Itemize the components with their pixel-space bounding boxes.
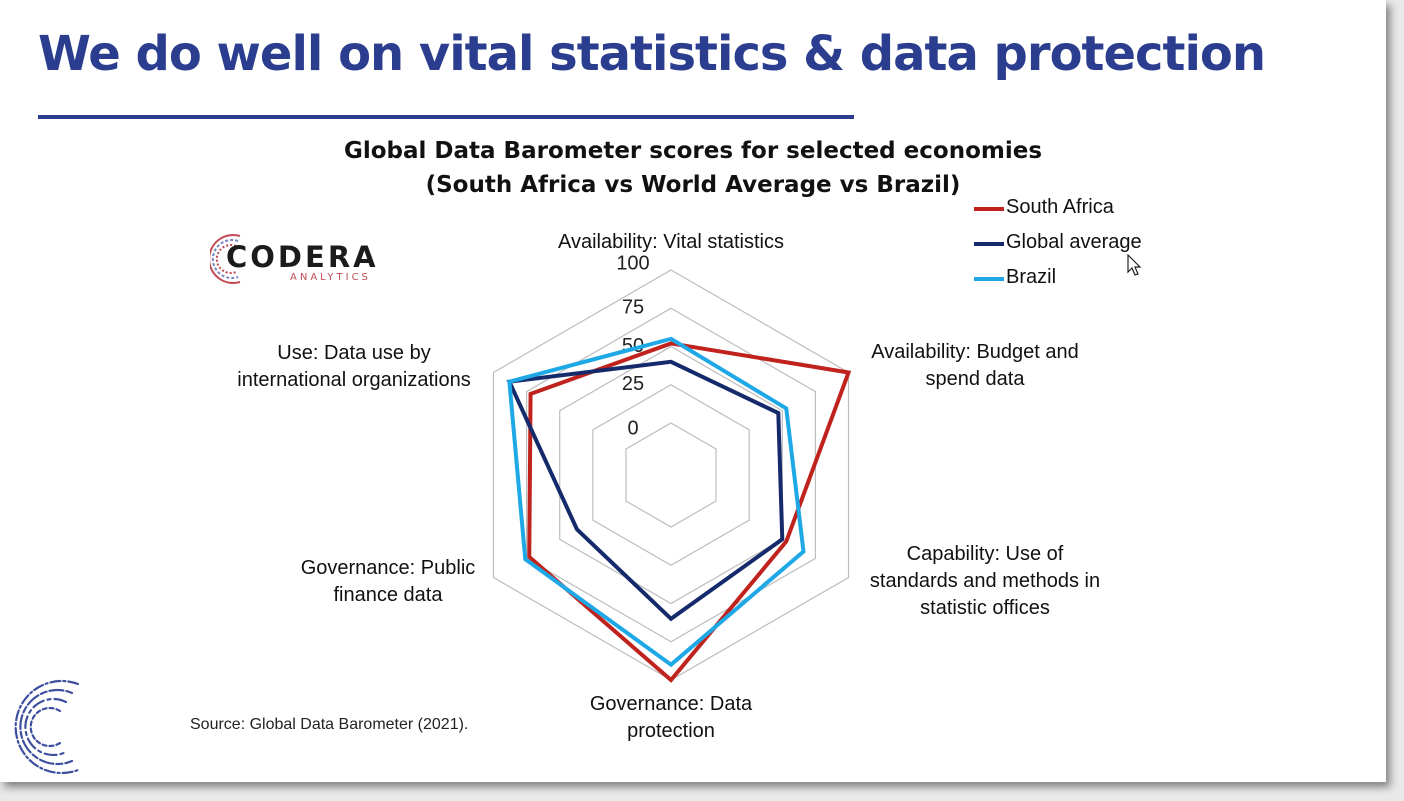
corner-logo-icon xyxy=(14,679,80,775)
codera-logo: CODERA ANALYTICS xyxy=(210,230,382,288)
axis-label-2: Capability: Use of standards and methods … xyxy=(870,543,1100,619)
tick-label-75: 75 xyxy=(622,297,644,319)
slide: We do well on vital statistics & data pr… xyxy=(0,0,1386,782)
legend-swatch xyxy=(974,242,1004,246)
codera-logo-word: CODERA xyxy=(226,240,379,274)
codera-logo-subtitle: ANALYTICS xyxy=(290,272,371,283)
chart-title: Global Data Barometer scores for selecte… xyxy=(343,138,1043,164)
tick-label-0: 0 xyxy=(627,417,638,439)
legend-label: South Africa xyxy=(1006,196,1114,218)
mouse-cursor-icon xyxy=(1127,254,1142,276)
codera-logo-mark-icon xyxy=(210,234,241,284)
legend-swatch xyxy=(974,277,1004,281)
grid-ring-0 xyxy=(625,422,717,528)
grid-ring-50 xyxy=(559,345,783,605)
axis-label-0: Availability: Vital statistics xyxy=(558,231,784,253)
axis-label-1: Availability: Budget and spend data xyxy=(871,341,1079,390)
chart-subtitle: (South Africa vs World Average vs Brazil… xyxy=(425,172,961,198)
tick-label-100: 100 xyxy=(616,252,649,274)
axis-label-5: Use: Data use by international organizati… xyxy=(237,342,471,391)
title-underline xyxy=(38,115,854,119)
legend-label: Brazil xyxy=(1006,266,1057,288)
axis-label-4: Governance: Public finance data xyxy=(301,557,476,606)
legend-swatch xyxy=(974,207,1004,211)
grid-ring-25 xyxy=(592,384,750,566)
legend-label: Global average xyxy=(1006,231,1142,253)
source-note: Source: Global Data Barometer (2021). xyxy=(190,716,469,733)
slide-title: We do well on vital statistics & data pr… xyxy=(38,26,1266,82)
series-line-global-average xyxy=(506,359,785,622)
grid-ring-75 xyxy=(525,307,817,643)
axis-label-3: Governance: Data protection xyxy=(590,693,753,742)
series-line-brazil xyxy=(507,336,806,668)
series-line-south-africa xyxy=(527,341,852,683)
tick-label-25: 25 xyxy=(622,373,644,395)
